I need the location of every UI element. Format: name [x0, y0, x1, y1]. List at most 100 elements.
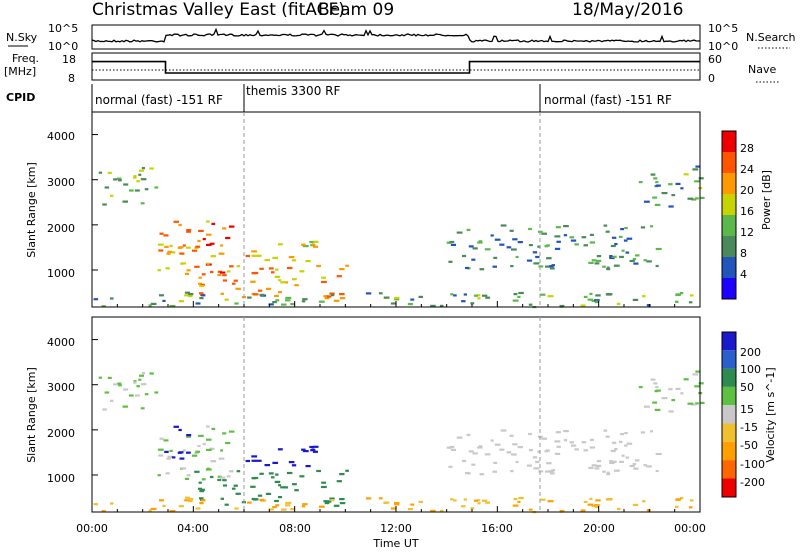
velocity-cell — [274, 480, 281, 483]
power-cell — [394, 296, 400, 300]
velocity-cell — [611, 441, 617, 444]
velocity-cell — [250, 485, 256, 488]
cpid-mode-1: normal (fast) -151 RF — [95, 93, 223, 107]
velocity-cell — [589, 446, 595, 449]
freq-panel-frame — [91, 52, 701, 81]
velocity-cell — [210, 475, 214, 479]
power-cell — [549, 267, 555, 270]
power-panel-frame — [91, 111, 701, 308]
power-cell — [171, 251, 176, 254]
power-cell — [623, 239, 628, 242]
velocity-cell — [321, 481, 326, 484]
velocity-cell — [544, 450, 549, 453]
power-cell — [336, 275, 342, 278]
velocity-cell — [339, 473, 345, 476]
power-cell — [549, 265, 554, 268]
power-cell — [418, 295, 423, 298]
power-cell — [149, 167, 154, 170]
velocity-cell — [591, 504, 596, 508]
power-cell — [245, 254, 250, 258]
power-cell — [602, 265, 606, 268]
velocity-cell — [302, 450, 309, 453]
power-cell — [264, 259, 270, 262]
power-cell — [517, 295, 521, 298]
xtick-12: 12:00 — [380, 522, 412, 535]
power-cell — [695, 197, 699, 200]
power-cell — [613, 264, 620, 267]
velocity-cell — [329, 497, 335, 500]
velocity-cell — [272, 506, 277, 509]
power-cell — [299, 270, 305, 273]
power-cell — [430, 304, 436, 307]
velocity-cell — [339, 502, 346, 505]
power-cell — [478, 240, 483, 243]
velocity-cell — [668, 388, 673, 391]
velocity-cell — [473, 499, 478, 502]
velocity-cell — [339, 498, 345, 501]
velocity-cell — [450, 448, 456, 451]
power-cbar-tick-8: 8 — [740, 247, 747, 260]
velocity-cell — [313, 445, 319, 448]
velocity-cell — [594, 504, 600, 507]
velocity-colorbar-swatch — [722, 460, 736, 479]
velocity-cell — [199, 502, 204, 505]
power-cell — [275, 299, 280, 302]
velocity-cell — [195, 507, 201, 510]
velocity-cell — [345, 469, 349, 472]
velocity-cell — [680, 392, 684, 395]
power-cell — [611, 236, 617, 239]
date-label: 18/May/2016 — [572, 0, 684, 20]
velocity-cell — [394, 503, 400, 506]
velocity-cell — [587, 503, 594, 506]
velocity-cell — [655, 389, 661, 392]
velocity-cell — [217, 475, 222, 478]
power-cell — [220, 292, 224, 295]
power-cell — [594, 262, 600, 265]
velocity-cell — [301, 448, 306, 451]
power-cell — [281, 303, 287, 306]
power-cell — [532, 251, 538, 254]
velocity-cell — [312, 450, 318, 453]
power-cell — [479, 268, 485, 271]
velocity-cell — [538, 470, 544, 473]
velocity-cell — [671, 399, 676, 402]
power-cell — [546, 257, 552, 260]
power-cell — [589, 292, 593, 295]
velocity-cell — [493, 461, 498, 464]
power-cell — [668, 183, 673, 186]
power-cell — [450, 243, 456, 246]
velocity-cell — [225, 441, 231, 445]
power-cell — [236, 265, 241, 268]
power-cell — [510, 265, 514, 268]
power-cell — [533, 262, 540, 265]
velocity-cell — [613, 469, 620, 472]
power-cell — [410, 298, 415, 301]
power-cell — [610, 244, 616, 248]
velocity-cell — [311, 448, 315, 451]
velocity-cell — [109, 502, 114, 505]
power-cell — [583, 244, 588, 247]
vel-cbar-tick-100: 100 — [740, 363, 761, 376]
power-cell — [609, 255, 613, 258]
power-cell — [290, 303, 296, 306]
power-cell — [654, 203, 661, 206]
power-cell — [278, 291, 282, 294]
velocity-cell — [610, 449, 616, 453]
velocity-cell — [162, 504, 166, 507]
velocity-cell — [509, 434, 514, 437]
velocity-cell — [492, 470, 497, 473]
power-cell — [583, 295, 588, 298]
power-colorbar-swatch — [722, 257, 736, 278]
power-cell — [580, 304, 586, 307]
velocity-cell — [186, 474, 191, 477]
power-cell — [470, 302, 475, 305]
power-cell — [186, 246, 191, 249]
power-cell — [250, 280, 256, 283]
nsky-label: N.Sky — [6, 31, 38, 44]
velocity-cell — [110, 399, 114, 402]
velocity-cell — [563, 430, 569, 433]
power-cell — [547, 295, 554, 298]
power-cell — [93, 298, 99, 301]
power-cell — [184, 291, 191, 294]
power-cell — [563, 234, 568, 237]
